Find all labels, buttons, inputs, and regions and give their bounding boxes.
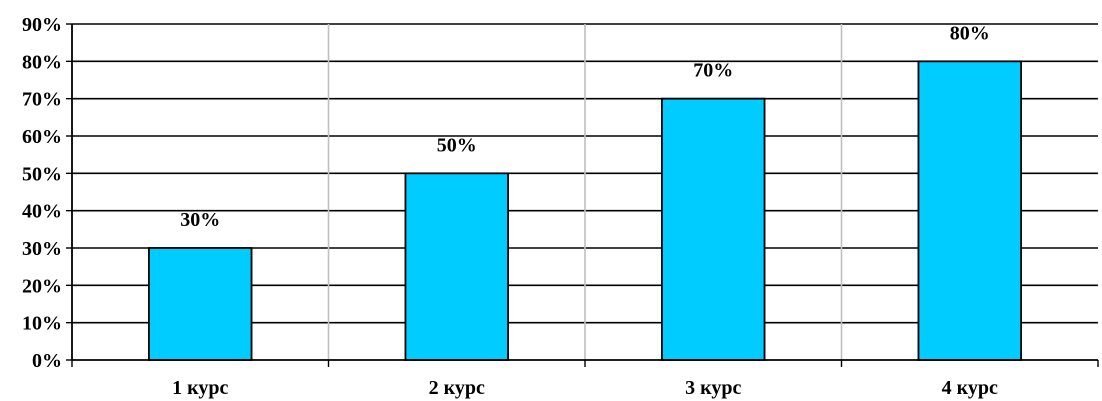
bars [148, 60, 1022, 361]
axes [66, 23, 1099, 367]
y-tick-label-10: 10% [22, 313, 62, 335]
data-label-4: 80% [950, 22, 990, 44]
data-label-1: 30% [180, 209, 220, 231]
x-category-labels: 1 курс 2 курс 3 курс 4 курс [172, 377, 998, 399]
y-tick-label-40: 40% [22, 201, 62, 223]
data-label-2: 50% [437, 134, 477, 156]
y-tick-label-70: 70% [22, 89, 62, 111]
x-category-label-3: 3 курс [685, 377, 741, 399]
y-tick-label-90: 90% [22, 14, 62, 36]
y-tick-labels: 0% 10% 20% 30% 40% 50% 60% 70% 80% 90% [22, 14, 62, 372]
x-category-label-2: 2 курс [429, 377, 485, 399]
y-tick-label-30: 30% [22, 238, 62, 260]
bar-3 [661, 97, 766, 361]
bar-1 [148, 247, 253, 361]
y-tick-label-20: 20% [22, 275, 62, 297]
x-category-label-1: 1 курс [172, 377, 228, 399]
data-labels: 30% 50% 70% 80% [180, 22, 990, 231]
category-separators [327, 24, 843, 360]
y-tick-label-50: 50% [22, 163, 62, 185]
bar-2 [404, 172, 509, 361]
bar-4 [917, 60, 1022, 361]
y-tick-label-80: 80% [22, 51, 62, 73]
x-category-label-4: 4 курс [942, 377, 998, 399]
y-tick-label-0: 0% [32, 350, 62, 372]
data-label-3: 70% [693, 60, 733, 82]
y-tick-label-60: 60% [22, 126, 62, 148]
